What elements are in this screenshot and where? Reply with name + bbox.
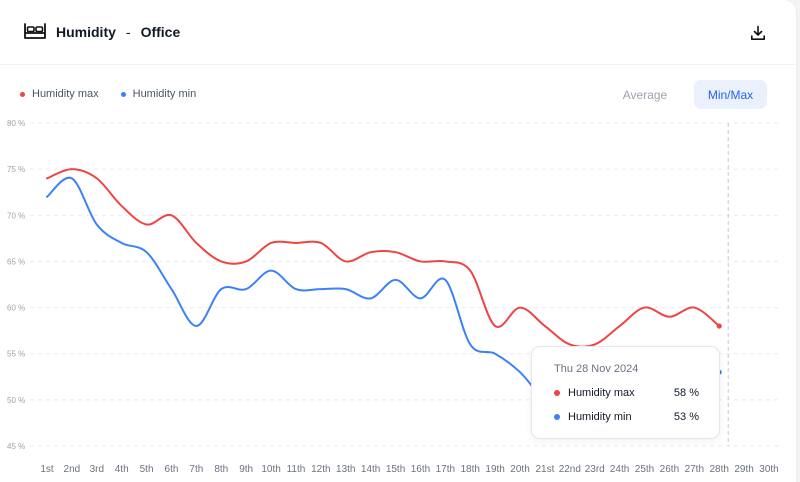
y-tick-label: 70 % [7, 211, 25, 220]
tooltip-dot-min [554, 414, 560, 420]
x-tick-label: 2nd [64, 464, 81, 475]
y-tick-label: 55 % [7, 350, 25, 359]
x-tick-label: 6th [165, 464, 179, 475]
y-tick-label: 65 % [7, 257, 25, 266]
legend-item-min[interactable]: Humidity min [120, 88, 197, 100]
x-tick-label: 25th [635, 464, 654, 475]
x-tick-label: 14th [361, 464, 380, 475]
title-metric: Humidity [56, 24, 116, 40]
x-tick-label: 9th [239, 464, 253, 475]
legend-label-min: Humidity min [132, 88, 197, 100]
x-tick-label: 7th [189, 464, 203, 475]
x-tick-label: 16th [411, 464, 430, 475]
x-tick-label: 3rd [90, 464, 104, 475]
x-tick-label: 12th [311, 464, 330, 475]
x-tick-label: 28th [709, 464, 728, 475]
highlight-point-max [716, 323, 722, 329]
series-line-max [46, 168, 721, 348]
y-tick-label: 60 % [7, 304, 25, 313]
tooltip-row-min: Humidity min 53 % [554, 411, 699, 423]
card-header: Humidity - Office [0, 0, 796, 65]
x-axis: 1st 2nd 3rd 4th 5th 6th 7th 8th 9th 10th 11th 12th 1… [40, 464, 778, 475]
legend-label-max: Humidity max [32, 88, 99, 100]
average-button[interactable]: Average [622, 88, 668, 102]
x-tick-label: 19th [485, 464, 504, 475]
x-tick-label: 22nd [559, 464, 581, 475]
x-tick-label: 5th [140, 464, 154, 475]
tooltip-label-min: Humidity min [568, 411, 632, 423]
tooltip-date: Thu 28 Nov 2024 [554, 363, 639, 375]
title-room: Office [140, 24, 181, 40]
page-title: Humidity - Office [56, 24, 180, 40]
x-tick-label: 8th [214, 464, 228, 475]
chart-legend: Humidity max Humidity min [20, 88, 196, 100]
tooltip-row-max: Humidity max 58 % [554, 387, 699, 399]
x-tick-label: 4th [115, 464, 129, 475]
x-tick-label: 1st [40, 464, 54, 475]
tooltip-label-max: Humidity max [568, 387, 635, 399]
x-tick-label: 24th [610, 464, 629, 475]
x-tick-label: 30th [759, 464, 778, 475]
y-tick-label: 80 % [7, 119, 25, 128]
x-tick-label: 13th [336, 464, 355, 475]
x-tick-label: 29th [734, 464, 753, 475]
minmax-button[interactable]: Min/Max [694, 80, 767, 109]
x-tick-label: 10th [261, 464, 280, 475]
y-axis: 80 % 75 % 70 % 65 % 60 % 55 % 50 % 45 % [7, 119, 25, 451]
x-tick-label: 23rd [585, 464, 605, 475]
x-tick-label: 26th [660, 464, 679, 475]
download-button[interactable] [745, 20, 771, 46]
y-tick-label: 45 % [7, 442, 25, 451]
x-tick-label: 18th [461, 464, 480, 475]
x-tick-label: 27th [685, 464, 704, 475]
legend-dot-max [20, 91, 25, 97]
tooltip-value-max: 58 % [673, 387, 699, 399]
bed-icon [24, 23, 46, 39]
tooltip-dot-max [554, 390, 560, 396]
x-tick-label: 15th [386, 464, 405, 475]
x-tick-label: 11th [287, 464, 306, 475]
x-tick-label: 20th [510, 464, 529, 475]
y-tick-label: 50 % [7, 396, 25, 405]
download-icon [751, 25, 765, 40]
title-separator: - [125, 24, 131, 40]
tooltip-value-min: 53 % [673, 411, 699, 423]
legend-dot-min [120, 91, 126, 97]
data-tooltip: Thu 28 Nov 2024 Humidity max 58 % Humidi… [531, 346, 720, 439]
x-tick-label: 21st [535, 464, 554, 475]
legend-item-max[interactable]: Humidity max [20, 88, 99, 100]
x-tick-label: 17th [436, 464, 455, 475]
y-tick-label: 75 % [7, 165, 25, 174]
